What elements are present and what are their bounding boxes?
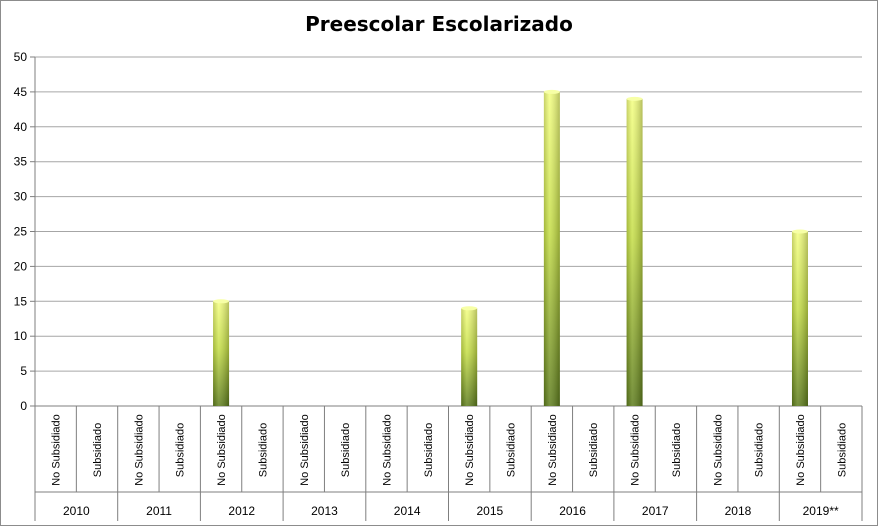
- group-label: 2013: [311, 504, 338, 518]
- bar: [543, 89, 560, 407]
- category-label: Subsidiado: [506, 423, 518, 477]
- category-label: Subsidiado: [257, 423, 269, 477]
- group-label: 2019**: [803, 504, 839, 518]
- labels: 0 5 10 15 20 25 30 35 40 45 50 2010 No Subsidiado Sub…: [14, 50, 849, 518]
- category-label: No Subsidiado: [299, 414, 311, 486]
- group-label: 2015: [476, 504, 503, 518]
- bar: [791, 229, 808, 406]
- bar: [213, 299, 230, 406]
- category-label: Subsidiado: [671, 423, 683, 477]
- category-label: No Subsidiado: [712, 414, 724, 486]
- bar-cap: [543, 89, 560, 94]
- bar-shading: [461, 308, 478, 406]
- group-label: 2011: [146, 504, 172, 518]
- bar-cap: [213, 299, 230, 304]
- bar-cap: [461, 306, 478, 311]
- group-label: 2012: [228, 504, 255, 518]
- gridlines: [35, 56, 862, 372]
- bar-shading: [543, 91, 560, 407]
- category-label: No Subsidiado: [133, 414, 145, 486]
- group-label: 2016: [559, 504, 586, 518]
- bars: [213, 89, 808, 407]
- y-tick-label: 40: [14, 120, 28, 134]
- axes: [30, 56, 863, 521]
- y-tick-label: 5: [20, 364, 27, 378]
- category-label: Subsidiado: [340, 423, 352, 477]
- category-label: No Subsidiado: [464, 414, 476, 486]
- category-label: Subsidiado: [836, 423, 848, 477]
- group-label: 2014: [394, 504, 421, 518]
- y-tick-label: 25: [14, 225, 28, 239]
- y-tick-label: 50: [14, 50, 28, 64]
- category-label: Subsidiado: [754, 423, 766, 477]
- chart-title: Preescolar Escolarizado: [305, 12, 573, 36]
- category-label: No Subsidiado: [51, 414, 63, 486]
- bar: [461, 306, 478, 406]
- category-label: Subsidiado: [423, 423, 435, 477]
- category-label: No Subsidiado: [795, 414, 807, 486]
- group-label: 2010: [63, 504, 90, 518]
- category-label: Subsidiado: [92, 423, 104, 477]
- bar-shading: [213, 301, 230, 406]
- y-tick-label: 35: [14, 155, 28, 169]
- category-label: Subsidiado: [588, 423, 600, 477]
- category-label: No Subsidiado: [381, 414, 393, 486]
- category-label: No Subsidiado: [216, 414, 228, 486]
- y-tick-label: 10: [14, 329, 28, 343]
- group-label: 2017: [642, 504, 669, 518]
- category-label: No Subsidiado: [630, 414, 642, 486]
- y-tick-label: 15: [14, 294, 28, 308]
- y-tick-label: 0: [20, 399, 27, 413]
- bar-shading: [791, 231, 808, 406]
- y-tick-label: 20: [14, 259, 28, 273]
- bar: [626, 96, 643, 406]
- y-tick-label: 30: [14, 190, 28, 204]
- category-label: No Subsidiado: [547, 414, 559, 486]
- bar-cap: [791, 229, 808, 234]
- bar-cap: [626, 96, 643, 101]
- group-label: 2018: [725, 504, 752, 518]
- y-tick-label: 45: [14, 85, 28, 99]
- bar-shading: [626, 98, 643, 406]
- category-label: Subsidiado: [175, 423, 187, 477]
